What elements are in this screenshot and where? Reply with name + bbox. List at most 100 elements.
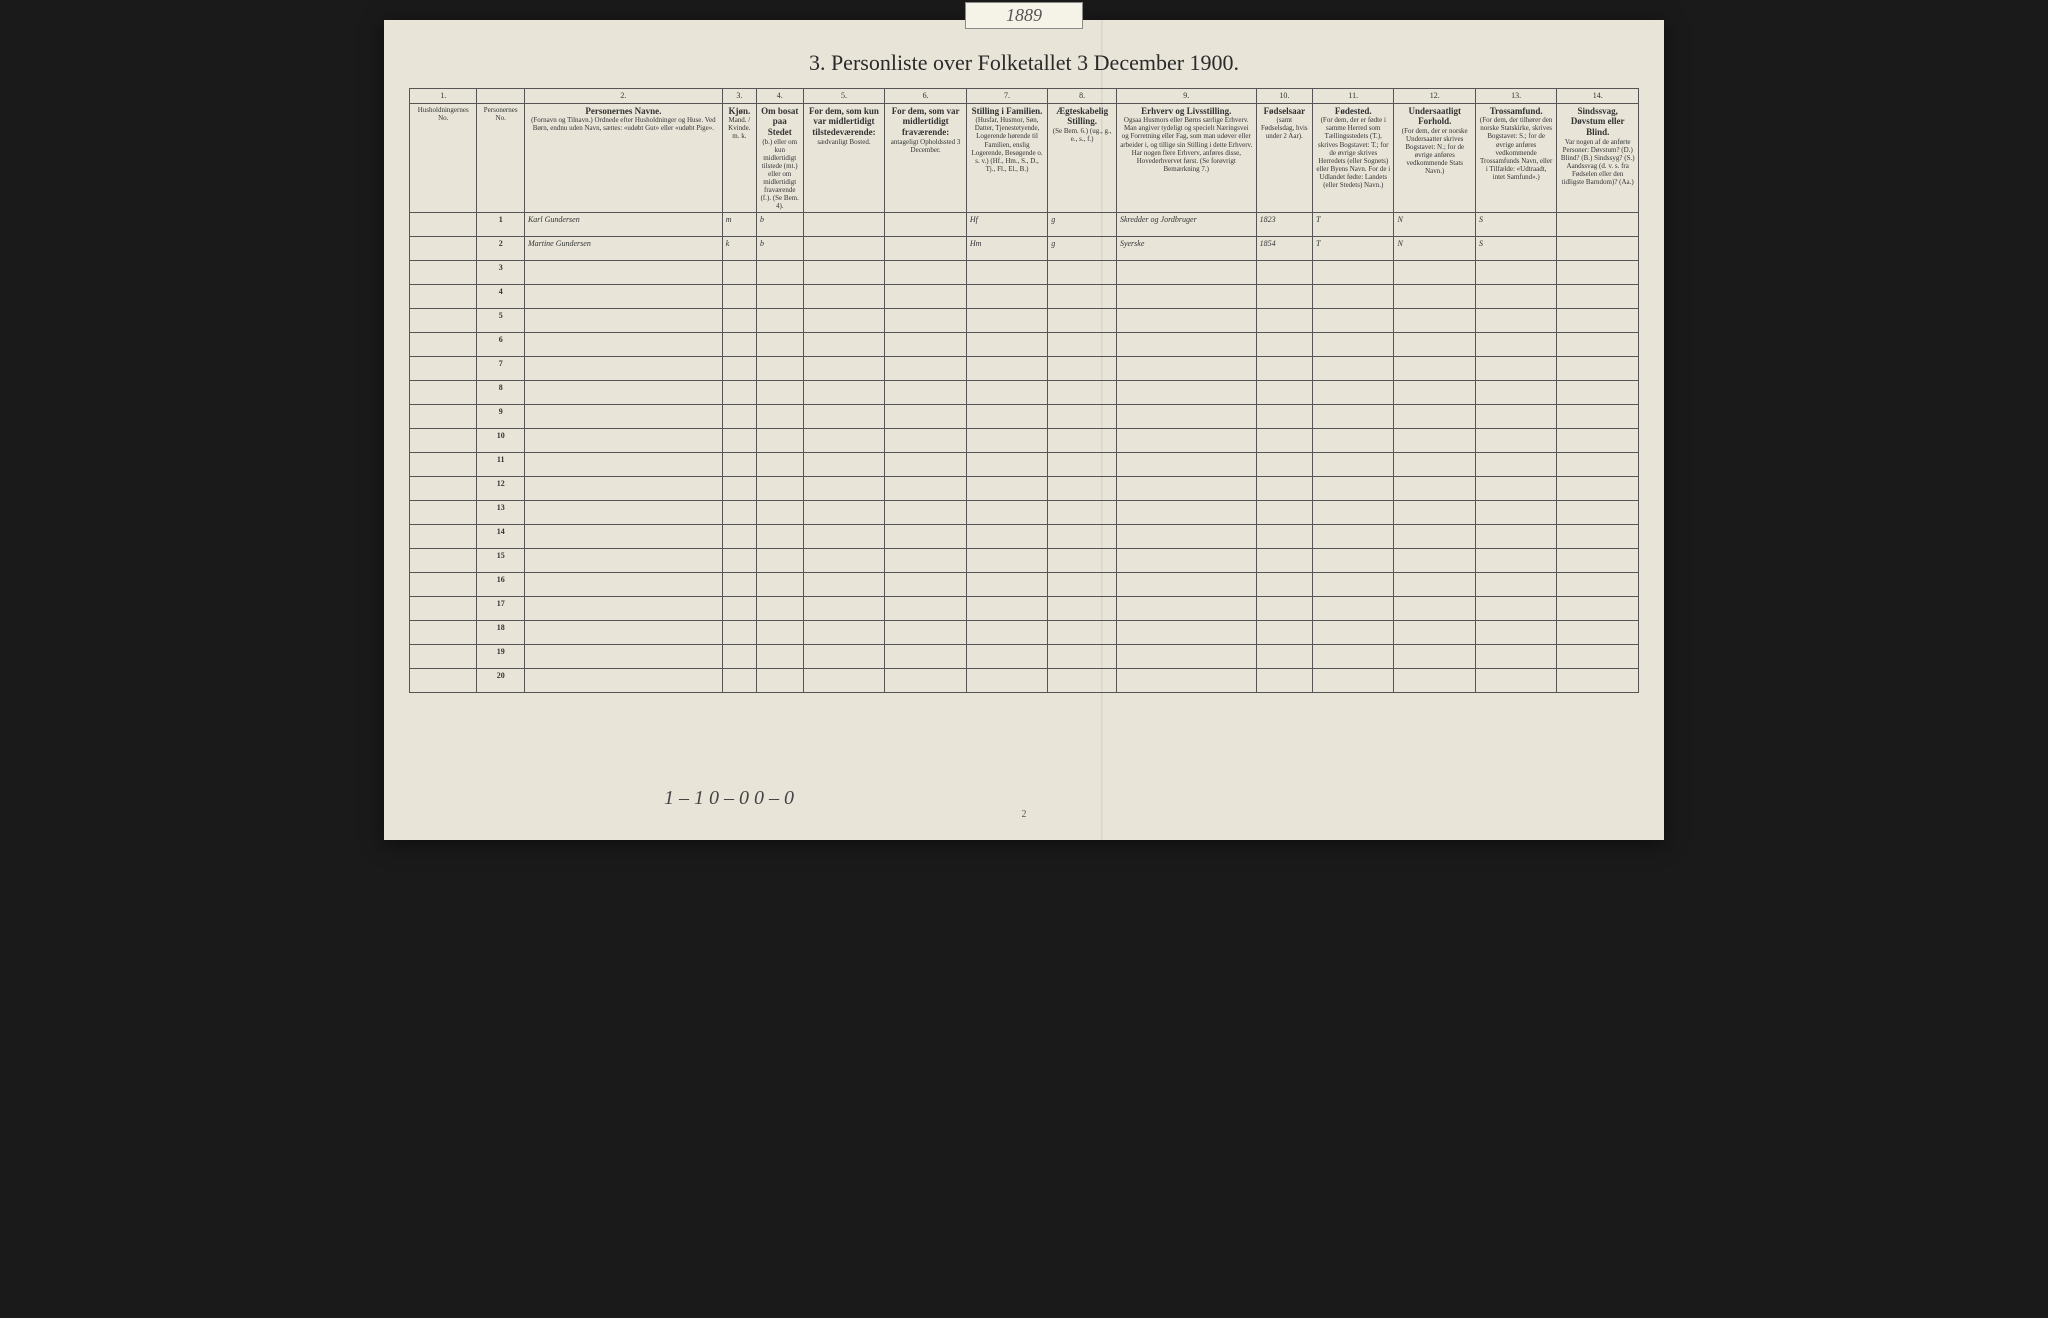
empty-cell — [1394, 261, 1475, 285]
empty-cell — [722, 597, 756, 621]
table-row: 13 — [410, 501, 1639, 525]
column-number: 3. — [722, 89, 756, 104]
empty-cell — [1557, 621, 1639, 645]
column-number: 6. — [885, 89, 966, 104]
column-number: 12. — [1394, 89, 1475, 104]
data-cell: Skredder og Jordbruger — [1116, 213, 1256, 237]
table-row: 12 — [410, 477, 1639, 501]
column-description: Personernes No. — [480, 106, 521, 122]
empty-cell — [1048, 429, 1117, 453]
data-cell: T — [1313, 213, 1394, 237]
empty-cell — [1116, 285, 1256, 309]
empty-cell — [1256, 405, 1312, 429]
column-description: (For dem, der er norske Undersaatter skr… — [1397, 127, 1471, 175]
column-description: (Se Bem. 6.) (ug., g., e., s., f.) — [1051, 127, 1113, 143]
empty-cell — [1116, 501, 1256, 525]
empty-cell — [722, 501, 756, 525]
empty-cell — [1048, 333, 1117, 357]
empty-cell — [1116, 669, 1256, 693]
table-row: 8 — [410, 381, 1639, 405]
person-number-cell: 13 — [477, 501, 525, 525]
data-cell: k — [722, 237, 756, 261]
empty-cell — [885, 621, 966, 645]
data-cell: Karl Gundersen — [524, 213, 722, 237]
empty-cell — [885, 429, 966, 453]
empty-cell — [885, 333, 966, 357]
person-number-cell: 1 — [477, 213, 525, 237]
data-cell: Syerske — [1116, 237, 1256, 261]
table-row: 15 — [410, 549, 1639, 573]
empty-cell — [1557, 261, 1639, 285]
empty-cell — [1116, 573, 1256, 597]
empty-cell — [1256, 261, 1312, 285]
empty-cell — [1048, 309, 1117, 333]
empty-cell — [1557, 453, 1639, 477]
empty-cell — [1313, 357, 1394, 381]
empty-cell — [722, 381, 756, 405]
empty-cell — [1313, 453, 1394, 477]
household-number-cell — [410, 501, 477, 525]
column-title: For dem, som var midlertidigt fraværende… — [888, 106, 962, 138]
table-row: 17 — [410, 597, 1639, 621]
table-row: 14 — [410, 525, 1639, 549]
household-number-cell — [410, 645, 477, 669]
empty-cell — [722, 549, 756, 573]
empty-cell — [885, 285, 966, 309]
empty-cell — [803, 405, 885, 429]
household-number-cell — [410, 381, 477, 405]
empty-cell — [885, 453, 966, 477]
empty-cell — [1116, 525, 1256, 549]
empty-cell — [1394, 309, 1475, 333]
column-header: Personernes No. — [477, 103, 525, 213]
column-number: 11. — [1313, 89, 1394, 104]
empty-cell — [803, 501, 885, 525]
empty-cell — [756, 501, 803, 525]
empty-cell — [1475, 309, 1556, 333]
column-description: (For dem, der tilhører den norske Statsk… — [1479, 116, 1553, 180]
person-number-cell: 7 — [477, 357, 525, 381]
empty-cell — [524, 285, 722, 309]
empty-cell — [885, 309, 966, 333]
data-cell: g — [1048, 213, 1117, 237]
person-number-cell: 8 — [477, 381, 525, 405]
table-body: 1Karl GundersenmbHfgSkredder og Jordbrug… — [410, 213, 1639, 693]
empty-cell — [1557, 285, 1639, 309]
empty-cell — [1313, 621, 1394, 645]
column-title: For dem, som kun var midlertidigt tilste… — [807, 106, 882, 138]
table-row: 9 — [410, 405, 1639, 429]
column-number: 13. — [1475, 89, 1556, 104]
column-number: 4. — [756, 89, 803, 104]
empty-cell — [1394, 405, 1475, 429]
empty-cell — [1048, 525, 1117, 549]
empty-cell — [1116, 333, 1256, 357]
empty-cell — [1394, 357, 1475, 381]
empty-cell — [885, 645, 966, 669]
empty-cell — [1256, 309, 1312, 333]
person-number-cell: 20 — [477, 669, 525, 693]
column-title: Fødested. — [1316, 106, 1390, 117]
column-header: Trossamfund.(For dem, der tilhører den n… — [1475, 103, 1556, 213]
person-number-cell: 5 — [477, 309, 525, 333]
empty-cell — [524, 453, 722, 477]
empty-cell — [1256, 357, 1312, 381]
empty-cell — [803, 573, 885, 597]
empty-cell — [966, 333, 1047, 357]
empty-cell — [1048, 549, 1117, 573]
empty-cell — [1394, 477, 1475, 501]
column-title: Undersaatligt Forhold. — [1397, 106, 1471, 128]
data-cell: m — [722, 213, 756, 237]
empty-cell — [1048, 405, 1117, 429]
table-row: 2Martine GundersenkbHmgSyerske1854TNS — [410, 237, 1639, 261]
empty-cell — [1116, 645, 1256, 669]
empty-cell — [885, 477, 966, 501]
data-cell: b — [756, 237, 803, 261]
data-cell: N — [1394, 213, 1475, 237]
empty-cell — [756, 285, 803, 309]
empty-cell — [966, 261, 1047, 285]
empty-cell — [1475, 525, 1556, 549]
table-row: 7 — [410, 357, 1639, 381]
empty-cell — [1256, 501, 1312, 525]
person-number-cell: 14 — [477, 525, 525, 549]
household-number-cell — [410, 573, 477, 597]
column-description: Husholdningernes No. — [413, 106, 473, 122]
